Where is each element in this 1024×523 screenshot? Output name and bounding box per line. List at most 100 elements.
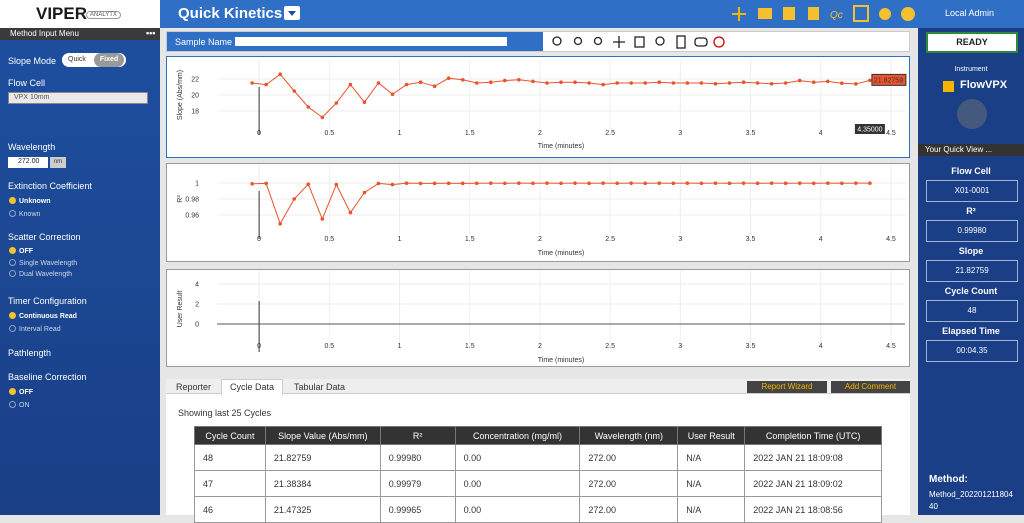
timer-interval[interactable]: Interval Read xyxy=(19,326,61,333)
flow-cell-label: Flow Cell xyxy=(8,78,46,88)
quick-view-value: X01-0001 xyxy=(926,180,1018,202)
data-point xyxy=(559,181,563,186)
tab-tabular-data[interactable]: Tabular Data xyxy=(294,382,346,392)
qc-icon[interactable]: Qc xyxy=(830,10,843,21)
data-point xyxy=(531,79,535,84)
instrument-label: Instrument xyxy=(954,66,988,73)
data-point xyxy=(685,81,690,85)
settings-tool[interactable] xyxy=(713,36,725,48)
data-point xyxy=(573,80,577,84)
data-point xyxy=(446,76,451,80)
wavelength-label: Wavelength xyxy=(8,142,56,152)
table-cell: N/A xyxy=(677,496,746,523)
home-icon[interactable] xyxy=(943,81,954,92)
user-icon[interactable] xyxy=(901,7,915,21)
r2-chart-panel: 0 0.5 1 1.5 2 2.5 3 3.5 4 4.5 0.96 0.98 1 Time (minut… xyxy=(166,163,910,262)
table-cell: 0.00 xyxy=(454,444,581,471)
column-header: R² xyxy=(379,426,456,445)
logo: VIPER ANALYTX xyxy=(0,0,160,28)
data-point xyxy=(797,78,802,83)
baseline-on[interactable]: ON xyxy=(19,402,30,409)
table-cell: 2022 JAN 21 18:09:08 xyxy=(744,444,882,471)
timer-continuous[interactable]: Continuous Read xyxy=(19,313,77,320)
data-point xyxy=(334,101,339,105)
scatter-off[interactable]: OFF xyxy=(19,248,33,255)
y-tick-label: 0 xyxy=(195,322,199,329)
zoom-in[interactable] xyxy=(573,36,583,46)
top-bar: Quick Kinetics Qc Local Admin xyxy=(0,0,1024,28)
x-axis-label: Time (minutes) xyxy=(538,357,584,364)
table-cell: N/A xyxy=(677,470,746,497)
data-point xyxy=(306,182,311,186)
data-point xyxy=(811,80,816,84)
flow-cell-select[interactable] xyxy=(8,92,148,104)
column-header: Concentration (mg/ml) xyxy=(454,426,581,445)
pathlength-label: Pathlength xyxy=(8,348,52,358)
data-point xyxy=(278,72,282,76)
x-axis-label: Time (minutes) xyxy=(538,250,584,257)
sample-name-input[interactable] xyxy=(235,37,507,46)
report-wizard-button[interactable]: Report Wizard xyxy=(747,381,827,393)
zoom-fit[interactable] xyxy=(552,36,562,46)
save-icon[interactable] xyxy=(783,7,795,20)
extinction-known[interactable]: Known xyxy=(19,211,41,218)
data-point xyxy=(348,210,353,215)
list-tool[interactable] xyxy=(634,36,645,48)
tab-cycle-data[interactable]: Cycle Data xyxy=(221,379,283,395)
menu-more[interactable]: ••• xyxy=(146,28,156,38)
pan[interactable] xyxy=(613,36,625,48)
wavelength-input[interactable] xyxy=(8,157,48,168)
add-icon[interactable] xyxy=(732,7,746,21)
x-tick-label: 4 xyxy=(819,343,823,350)
zoom-out[interactable] xyxy=(593,36,603,46)
scatter-dual[interactable]: Dual Wavelength xyxy=(19,271,73,278)
data-point xyxy=(460,78,465,82)
tab-reporter[interactable]: Reporter xyxy=(176,382,212,392)
table-cell: 0.00 xyxy=(454,496,581,523)
data-point xyxy=(390,92,395,96)
column-header: User Result xyxy=(677,426,746,445)
add-comment-button[interactable]: Add Comment xyxy=(831,381,910,393)
user-name[interactable]: Local Admin xyxy=(945,8,995,18)
run-button[interactable] xyxy=(957,99,987,129)
io-tool[interactable] xyxy=(694,37,708,47)
data-point xyxy=(264,82,268,87)
settings-icon[interactable] xyxy=(879,8,891,20)
data-point xyxy=(292,197,297,201)
slope-fixed[interactable]: Fixed xyxy=(94,53,124,67)
slope-quick[interactable]: Quick xyxy=(68,56,86,63)
open-icon[interactable] xyxy=(758,8,772,19)
x-tick-label: 0.5 xyxy=(324,343,334,350)
table-cell: 21.82759 xyxy=(264,444,381,471)
dropdown-arrow xyxy=(288,11,296,16)
logo-text: VIPER xyxy=(36,4,88,23)
zoom-box[interactable] xyxy=(655,36,665,46)
data-point xyxy=(713,82,718,86)
x-tick-label: 3 xyxy=(678,236,682,243)
data-point xyxy=(503,78,507,83)
data-point xyxy=(615,181,619,186)
help-icon[interactable] xyxy=(853,5,869,22)
extinction-unknown[interactable]: Unknown xyxy=(19,198,51,205)
data-point xyxy=(517,181,521,185)
y-tick-label: 0.98 xyxy=(185,197,199,204)
table-cell: 0.00 xyxy=(454,470,581,497)
export-icon[interactable] xyxy=(808,7,819,20)
method-name: Method_20220121180440 xyxy=(929,490,1013,511)
chart-tools xyxy=(552,35,725,49)
quick-view-label: Slope xyxy=(958,246,984,256)
data-point xyxy=(503,181,507,186)
data-point xyxy=(320,115,325,120)
table-row: 47 21.38384 0.99979 0.00 272.00 N/A 2022 JAN 2… xyxy=(194,470,882,497)
x-tick-label: 4.5 xyxy=(886,343,896,350)
calc-tool[interactable] xyxy=(676,35,686,49)
data-point xyxy=(769,181,774,185)
table-cell: 21.38384 xyxy=(264,470,381,497)
scatter-single[interactable]: Single Wavelength xyxy=(19,260,78,267)
data-point xyxy=(797,181,802,185)
page-title: Quick Kinetics xyxy=(178,5,283,22)
baseline-off[interactable]: OFF xyxy=(19,389,33,396)
data-point xyxy=(713,181,718,185)
